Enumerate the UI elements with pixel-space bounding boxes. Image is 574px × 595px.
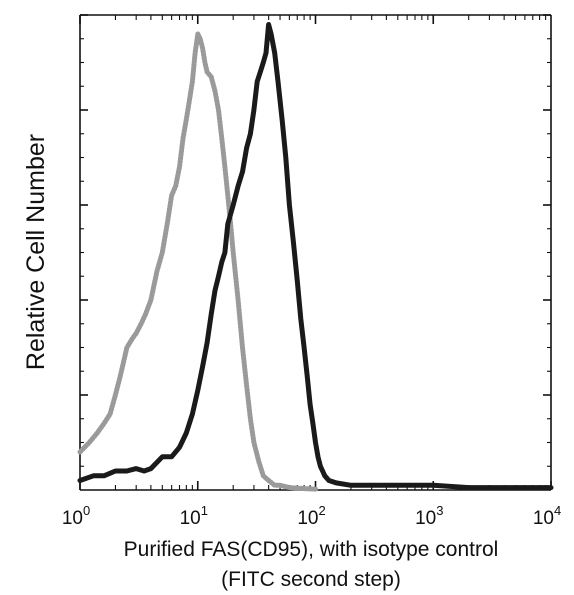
- x-axis-label-line1: Purified FAS(CD95), with isotype control: [124, 538, 499, 561]
- x-tick-label-exponent: 4: [554, 503, 561, 518]
- series-layer: [77, 22, 554, 492]
- x-tick-label-base: 10: [180, 508, 201, 529]
- series-line-isotype: [77, 31, 318, 492]
- x-axis-label-line2: (FITC second step): [221, 568, 401, 591]
- x-tick-label-exponent: 1: [201, 503, 208, 518]
- x-tick-label: 104: [533, 503, 561, 529]
- x-tick-label: 100: [62, 503, 90, 529]
- x-tick-label: 101: [180, 503, 208, 529]
- x-tick-label-base: 10: [297, 508, 318, 529]
- x-tick-label-exponent: 3: [436, 503, 443, 518]
- x-tick-label-exponent: 0: [83, 503, 90, 518]
- y-axis-label: Relative Cell Number: [22, 134, 50, 370]
- x-tick-label: 102: [297, 503, 325, 529]
- plot-frame: [79, 14, 552, 491]
- x-tick-label-base: 10: [62, 508, 83, 529]
- x-tick-label-base: 10: [415, 508, 436, 529]
- axis-ticks: [79, 14, 552, 490]
- x-tick-label: 103: [415, 503, 443, 529]
- x-tick-labels: 100 101 102 103 104: [62, 503, 561, 529]
- x-tick-label-exponent: 2: [318, 503, 325, 518]
- x-tick-label-base: 10: [533, 508, 554, 529]
- series-line-fas: [77, 22, 554, 491]
